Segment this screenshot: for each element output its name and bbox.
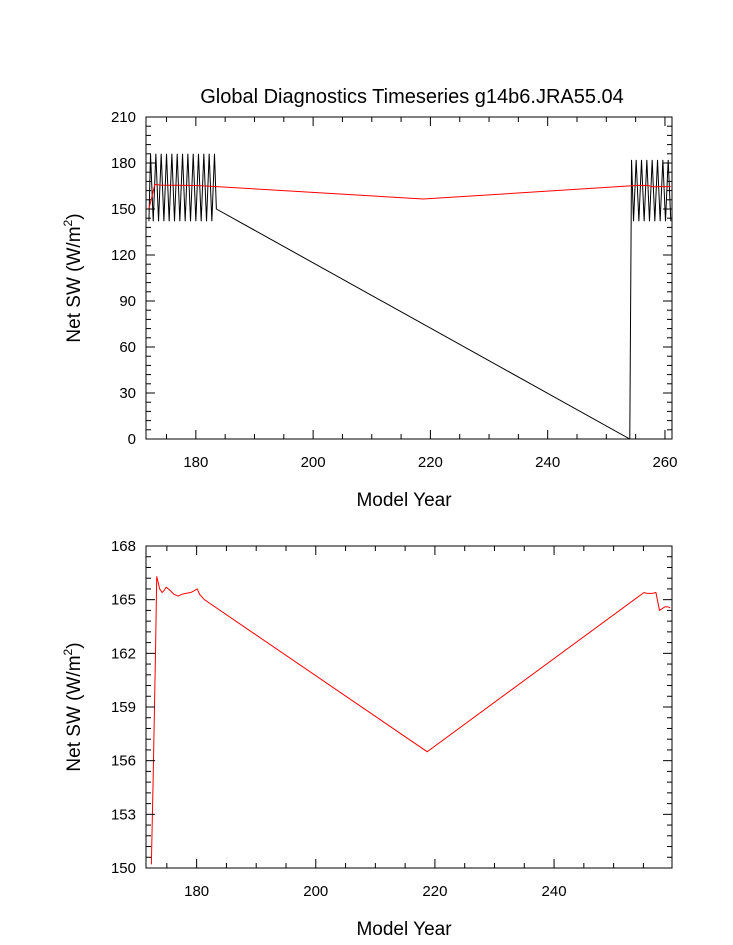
x-tick-label: 180	[183, 454, 208, 471]
series-line-1	[150, 576, 671, 865]
y-tick-label: 150	[111, 201, 136, 218]
x-tick-label: 220	[418, 454, 443, 471]
y-axis-label-main: Net SW (W/m	[64, 655, 85, 771]
x-tick-label: 180	[184, 883, 209, 900]
x-axis-label: Model Year	[356, 490, 452, 511]
y-tick-label: 162	[111, 645, 136, 662]
y-tick-label: 168	[111, 538, 136, 555]
y-axis-label-main: Net SW (W/m	[64, 226, 85, 342]
x-tick-label: 240	[535, 454, 560, 471]
y-axis-label-close: )	[64, 642, 85, 648]
chart-title: Global Diagnostics Timeseries g14b6.JRA5…	[200, 86, 624, 108]
y-tick-label: 159	[111, 699, 136, 716]
x-tick-label: 200	[303, 883, 328, 900]
y-tick-label: 156	[111, 753, 136, 770]
y-axis-label: Net SW (W/m2)	[61, 213, 85, 342]
plot-frame	[145, 116, 673, 440]
y-tick-label: 60	[119, 339, 136, 356]
chart-panel-1: 180 200 220 240 260 0 30 60 90 120 150 180 210 Global…	[61, 86, 677, 511]
x-tick-label: 240	[542, 883, 567, 900]
series-line-2	[148, 183, 671, 210]
y-tick-label: 90	[119, 293, 136, 310]
y-tick-label: 30	[119, 385, 136, 402]
y-axis-label-sup: 2	[61, 648, 75, 655]
series-line-1	[148, 153, 672, 439]
y-tick-label: 165	[111, 592, 136, 609]
x-tick-label: 220	[422, 883, 447, 900]
y-axis-label-sup: 2	[61, 219, 75, 226]
y-axis-label-close: )	[64, 213, 85, 219]
y-tick-label: 0	[128, 431, 136, 448]
y-tick-label: 210	[111, 109, 136, 126]
x-tick-label: 200	[301, 454, 326, 471]
y-tick-label: 150	[111, 860, 136, 877]
x-tick-label: 260	[652, 454, 677, 471]
y-tick-label: 120	[111, 247, 136, 264]
y-tick-label: 180	[111, 155, 136, 172]
chart-panel-2: 180 200 220 240 150 153 156 159 162 165 168 Model Y…	[61, 538, 673, 940]
plot-frame	[145, 545, 673, 869]
y-tick-label: 153	[111, 806, 136, 823]
x-axis-label: Model Year	[356, 919, 452, 940]
y-axis-label: Net SW (W/m2)	[61, 642, 85, 771]
